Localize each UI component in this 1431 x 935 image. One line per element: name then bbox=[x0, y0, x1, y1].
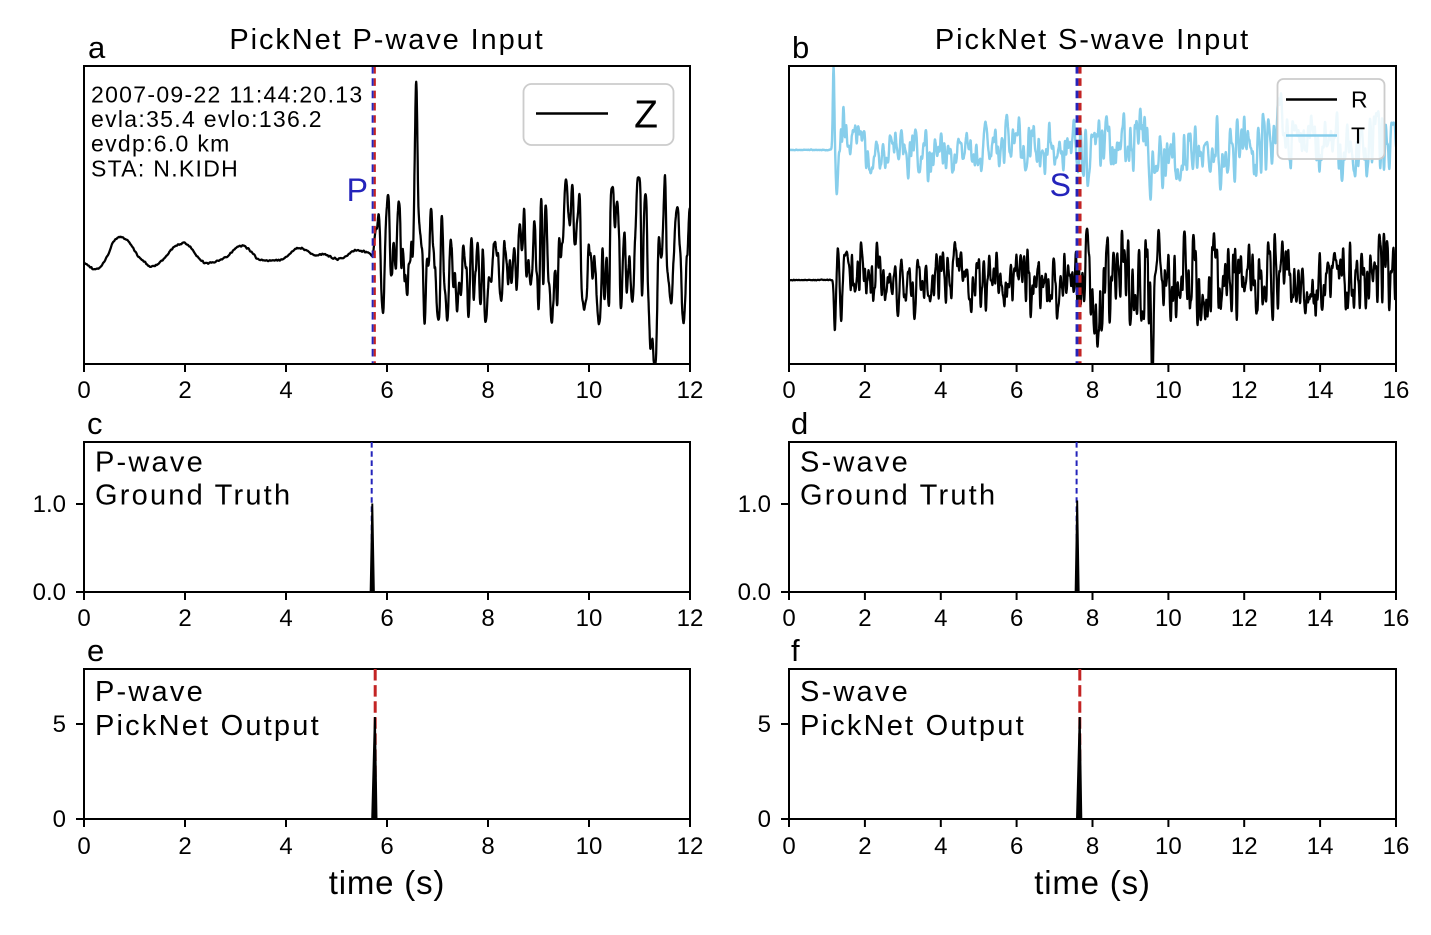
svg-text:4: 4 bbox=[934, 833, 947, 860]
svg-text:b: b bbox=[792, 30, 809, 65]
svg-text:Ground Truth: Ground Truth bbox=[800, 479, 997, 511]
svg-text:12: 12 bbox=[677, 605, 704, 632]
svg-text:6: 6 bbox=[1010, 605, 1023, 632]
svg-text:4: 4 bbox=[279, 833, 292, 860]
svg-text:Ground Truth: Ground Truth bbox=[95, 479, 292, 511]
svg-text:time (s): time (s) bbox=[329, 864, 445, 901]
svg-text:6: 6 bbox=[380, 605, 393, 632]
svg-text:5: 5 bbox=[758, 711, 771, 738]
svg-text:8: 8 bbox=[481, 377, 494, 404]
svg-text:10: 10 bbox=[1155, 833, 1182, 860]
svg-text:R: R bbox=[1351, 87, 1368, 113]
svg-text:6: 6 bbox=[380, 833, 393, 860]
svg-text:2007-09-22 11:44:20.13: 2007-09-22 11:44:20.13 bbox=[91, 82, 363, 108]
svg-text:8: 8 bbox=[481, 605, 494, 632]
svg-text:0: 0 bbox=[782, 377, 795, 404]
svg-text:6: 6 bbox=[1010, 377, 1023, 404]
svg-text:4: 4 bbox=[934, 377, 947, 404]
svg-text:P: P bbox=[347, 172, 368, 208]
svg-text:2: 2 bbox=[858, 833, 871, 860]
svg-text:4: 4 bbox=[934, 605, 947, 632]
svg-text:4: 4 bbox=[279, 605, 292, 632]
svg-text:evla:35.4 evlo:136.2: evla:35.4 evlo:136.2 bbox=[91, 106, 323, 132]
svg-text:S-wave: S-wave bbox=[800, 676, 910, 708]
svg-text:P-wave: P-wave bbox=[95, 446, 205, 478]
svg-text:10: 10 bbox=[1155, 605, 1182, 632]
svg-text:P-wave: P-wave bbox=[95, 676, 205, 708]
svg-text:6: 6 bbox=[380, 377, 393, 404]
svg-text:14: 14 bbox=[1307, 605, 1334, 632]
svg-text:PickNet P-wave Input: PickNet P-wave Input bbox=[229, 24, 544, 56]
svg-text:time (s): time (s) bbox=[1034, 864, 1150, 901]
svg-text:8: 8 bbox=[481, 833, 494, 860]
svg-text:16: 16 bbox=[1383, 377, 1410, 404]
svg-text:e: e bbox=[87, 633, 104, 668]
svg-text:S: S bbox=[1050, 167, 1071, 203]
svg-text:0: 0 bbox=[77, 833, 90, 860]
svg-text:10: 10 bbox=[576, 833, 603, 860]
svg-text:12: 12 bbox=[677, 833, 704, 860]
svg-text:14: 14 bbox=[1307, 377, 1334, 404]
svg-text:10: 10 bbox=[576, 605, 603, 632]
svg-text:0: 0 bbox=[758, 806, 771, 833]
svg-text:2: 2 bbox=[858, 377, 871, 404]
svg-text:0: 0 bbox=[782, 833, 795, 860]
svg-text:0.0: 0.0 bbox=[738, 579, 771, 606]
svg-text:0: 0 bbox=[77, 377, 90, 404]
svg-text:d: d bbox=[791, 406, 808, 441]
svg-text:0: 0 bbox=[77, 605, 90, 632]
svg-text:5: 5 bbox=[53, 711, 66, 738]
svg-text:1.0: 1.0 bbox=[33, 491, 66, 518]
svg-text:12: 12 bbox=[1231, 377, 1258, 404]
svg-text:a: a bbox=[88, 30, 106, 65]
svg-text:1.0: 1.0 bbox=[738, 491, 771, 518]
svg-text:evdp:6.0 km: evdp:6.0 km bbox=[91, 131, 231, 157]
svg-text:16: 16 bbox=[1383, 605, 1410, 632]
svg-text:0.0: 0.0 bbox=[33, 579, 66, 606]
svg-text:T: T bbox=[1351, 123, 1365, 149]
svg-text:16: 16 bbox=[1383, 833, 1410, 860]
svg-text:PickNet S-wave Input: PickNet S-wave Input bbox=[935, 24, 1250, 56]
svg-text:PickNet Output: PickNet Output bbox=[95, 710, 321, 742]
svg-text:4: 4 bbox=[279, 377, 292, 404]
svg-text:2: 2 bbox=[178, 605, 191, 632]
svg-text:0: 0 bbox=[782, 605, 795, 632]
svg-text:Z: Z bbox=[634, 94, 658, 137]
svg-text:f: f bbox=[791, 633, 800, 668]
svg-text:12: 12 bbox=[1231, 605, 1258, 632]
svg-text:12: 12 bbox=[677, 377, 704, 404]
svg-text:14: 14 bbox=[1307, 833, 1334, 860]
svg-text:PickNet Output: PickNet Output bbox=[800, 710, 1026, 742]
svg-text:8: 8 bbox=[1086, 605, 1099, 632]
svg-text:8: 8 bbox=[1086, 833, 1099, 860]
svg-text:2: 2 bbox=[178, 833, 191, 860]
svg-text:2: 2 bbox=[178, 377, 191, 404]
svg-text:2: 2 bbox=[858, 605, 871, 632]
svg-text:c: c bbox=[87, 406, 103, 441]
svg-text:0: 0 bbox=[53, 806, 66, 833]
svg-text:8: 8 bbox=[1086, 377, 1099, 404]
svg-text:10: 10 bbox=[1155, 377, 1182, 404]
svg-text:S-wave: S-wave bbox=[800, 446, 910, 478]
svg-text:STA: N.KIDH: STA: N.KIDH bbox=[91, 155, 239, 181]
svg-text:6: 6 bbox=[1010, 833, 1023, 860]
svg-text:12: 12 bbox=[1231, 833, 1258, 860]
svg-text:10: 10 bbox=[576, 377, 603, 404]
